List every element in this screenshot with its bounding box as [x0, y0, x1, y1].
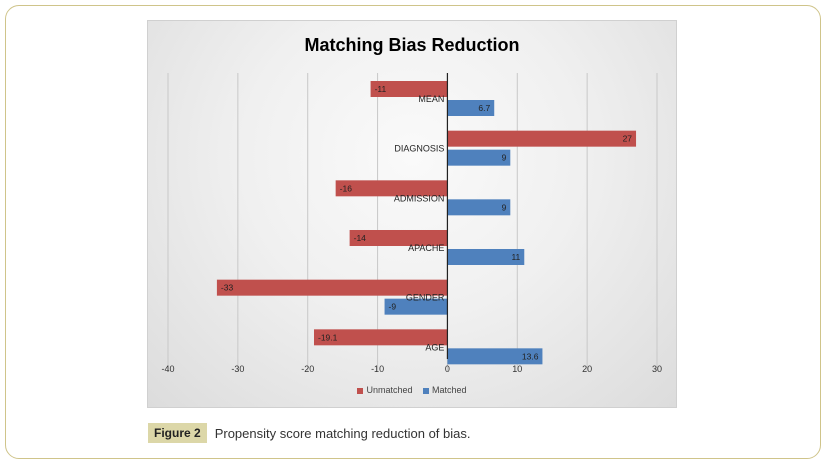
chart-title: Matching Bias Reduction [304, 35, 520, 55]
chart-legend: Unmatched Matched [148, 385, 676, 395]
figure-caption: Figure 2 Propensity score matching reduc… [148, 423, 471, 443]
figure-label: Figure 2 [148, 423, 207, 443]
bar-unmatched [335, 180, 448, 197]
data-label: -11 [375, 84, 387, 94]
category-label: APACHE [408, 243, 444, 253]
legend-label-matched: Matched [432, 385, 467, 395]
legend-label-unmatched: Unmatched [366, 385, 413, 395]
data-label: 27 [623, 134, 633, 144]
bar-matched [447, 100, 495, 116]
x-tick-label: 10 [512, 364, 522, 374]
bar-unmatched [370, 81, 448, 97]
bar-unmatched [447, 130, 637, 147]
data-label: -33 [221, 283, 234, 293]
data-label: -16 [340, 183, 353, 193]
legend-item-unmatched: Unmatched [357, 385, 412, 395]
x-tick-label: -40 [161, 364, 174, 374]
bar-unmatched [349, 230, 448, 246]
data-label: -9 [389, 302, 397, 312]
figure-caption-text: Propensity score matching reduction of b… [214, 425, 471, 441]
data-label: 9 [502, 202, 507, 212]
bar-unmatched [216, 279, 448, 296]
category-label: GENDER [406, 293, 445, 303]
data-label: 9 [502, 153, 507, 163]
bar-matched [447, 199, 511, 216]
category-label: AGE [425, 342, 444, 352]
x-tick-label: 0 [445, 364, 450, 374]
data-label: 11 [511, 252, 520, 262]
bar-chart: -40 -30 -20 -10 0 10 20 30 -11 6.7 MEAN 27 9 DIAGNOSI… [161, 73, 662, 374]
category-label: MEAN [418, 94, 444, 104]
x-tick-label: -20 [301, 364, 314, 374]
data-label: 6.7 [478, 103, 490, 113]
bar-matched [447, 149, 511, 166]
x-tick-label: 20 [582, 364, 592, 374]
x-tick-label: -30 [231, 364, 244, 374]
bar-unmatched [314, 329, 448, 346]
legend-swatch-unmatched [357, 387, 364, 394]
bar-matched [384, 298, 448, 315]
x-tick-label: 30 [652, 364, 662, 374]
bar-matched [447, 249, 525, 265]
chart-panel: Matching Bias Reduction -40 -30 -20 -10 0 10 2… [147, 20, 677, 408]
category-label: ADMISSION [394, 193, 445, 203]
data-label: 13.6 [522, 351, 539, 361]
data-label: -14 [354, 233, 367, 243]
legend-item-matched: Matched [423, 385, 467, 395]
bar-matched [447, 348, 543, 365]
x-tick-label: -10 [371, 364, 384, 374]
legend-swatch-matched [423, 387, 429, 394]
data-label: -19.1 [318, 332, 338, 342]
category-label: DIAGNOSIS [394, 144, 444, 154]
